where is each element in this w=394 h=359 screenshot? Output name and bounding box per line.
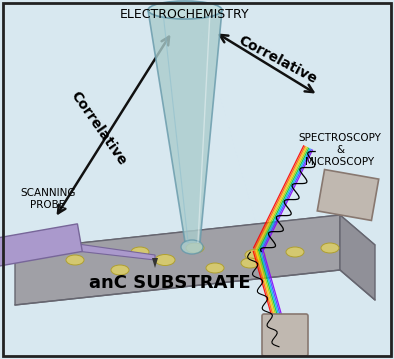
Text: SCANNING
PROBE: SCANNING PROBE	[20, 188, 76, 210]
Ellipse shape	[245, 250, 265, 261]
Polygon shape	[340, 215, 375, 300]
Ellipse shape	[241, 258, 259, 268]
Ellipse shape	[111, 265, 129, 275]
Text: ELECTROCHEMISTRY: ELECTROCHEMISTRY	[120, 8, 250, 21]
Text: Correlative: Correlative	[67, 88, 129, 168]
Polygon shape	[15, 215, 340, 305]
Polygon shape	[317, 169, 379, 220]
FancyBboxPatch shape	[262, 314, 308, 356]
Polygon shape	[50, 240, 155, 260]
Ellipse shape	[181, 240, 203, 254]
Ellipse shape	[131, 247, 149, 257]
Text: SPECTROSCOPY
&
MICROSCOPY: SPECTROSCOPY & MICROSCOPY	[299, 132, 381, 167]
Ellipse shape	[286, 247, 304, 257]
Text: Correlative: Correlative	[236, 33, 320, 87]
Ellipse shape	[155, 255, 175, 266]
Text: anC SUBSTRATE: anC SUBSTRATE	[89, 274, 251, 292]
Ellipse shape	[321, 243, 339, 253]
Ellipse shape	[186, 243, 204, 253]
Ellipse shape	[206, 263, 224, 273]
Polygon shape	[15, 215, 375, 280]
Polygon shape	[152, 258, 158, 268]
Ellipse shape	[66, 255, 84, 265]
Polygon shape	[0, 224, 82, 266]
Ellipse shape	[148, 1, 222, 19]
Polygon shape	[148, 10, 222, 242]
